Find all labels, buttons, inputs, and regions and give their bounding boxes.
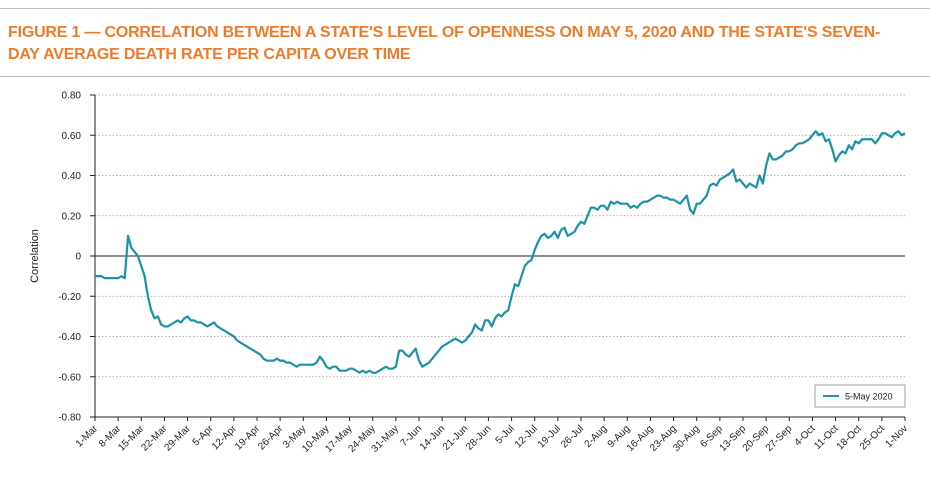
- y-tick-label: -0.40: [58, 332, 81, 343]
- x-tick-label: 2-Aug: [583, 423, 610, 450]
- title-rule: [0, 76, 930, 77]
- x-tick-label: 1-Mar: [74, 423, 101, 450]
- x-tick-label: 28-Jun: [464, 423, 493, 452]
- x-tick-label: 19-Jul: [536, 423, 563, 450]
- x-tick-label: 29-Mar: [163, 423, 194, 454]
- legend-label: 5-May 2020: [845, 392, 893, 402]
- x-tick-label: 25-Oct: [858, 423, 887, 452]
- x-tick-label: 12-Jul: [513, 423, 540, 450]
- y-tick-label: 0.80: [62, 91, 82, 102]
- y-tick-label: 0: [75, 252, 81, 263]
- top-rule: [0, 8, 930, 9]
- data-line: [95, 130, 906, 374]
- y-tick-label: -0.20: [58, 292, 81, 303]
- y-tick-label: 0.20: [62, 211, 82, 222]
- y-tick-label: 0.60: [62, 131, 82, 142]
- x-tick-label: 18-Oct: [835, 423, 864, 452]
- chart-title: FIGURE 1 — CORRELATION BETWEEN A STATE'S…: [8, 24, 881, 63]
- x-tick-label: 30-Aug: [671, 423, 702, 454]
- x-tick-label: 1-Nov: [883, 423, 910, 450]
- x-tick-label: 21-Jun: [441, 423, 470, 452]
- x-tick-label: 27-Sep: [764, 423, 795, 454]
- x-tick-label: 19-Apr: [233, 423, 262, 452]
- x-tick-label: 12-Apr: [210, 423, 239, 452]
- x-tick-label: 14-Jun: [418, 423, 447, 452]
- y-tick-label: -0.60: [58, 372, 81, 383]
- y-tick-label: -0.80: [58, 413, 81, 424]
- x-tick-label: 26-Apr: [256, 423, 285, 452]
- legend-box: [814, 384, 906, 408]
- x-tick-label: 26-Jul: [559, 423, 586, 450]
- y-axis-label: Correlation: [29, 229, 41, 283]
- y-tick-label: 0.40: [62, 171, 82, 182]
